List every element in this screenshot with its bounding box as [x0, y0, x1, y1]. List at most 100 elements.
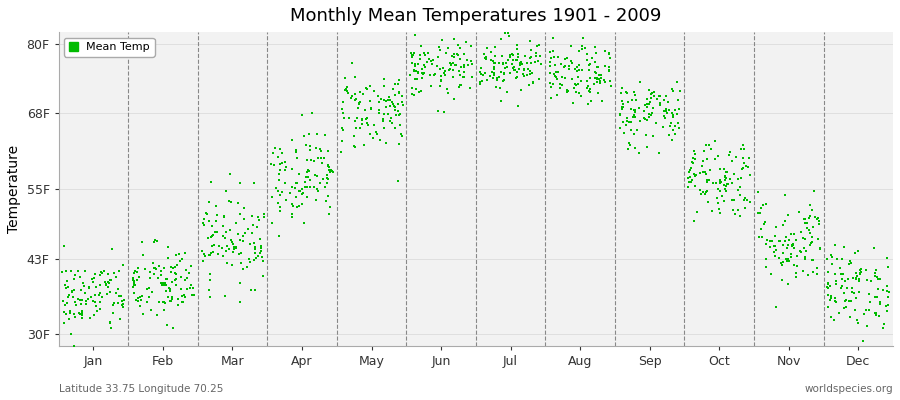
Point: [322, 169, 337, 175]
Point: [176, 293, 190, 300]
Point: [298, 178, 312, 185]
Point: [392, 89, 407, 96]
Point: [231, 230, 246, 237]
Point: [86, 279, 100, 286]
Point: [252, 250, 266, 256]
Point: [348, 125, 363, 131]
Point: [618, 89, 633, 95]
Point: [754, 204, 769, 211]
Point: [695, 163, 709, 170]
Point: [562, 63, 576, 69]
Point: [305, 110, 320, 116]
Point: [408, 32, 422, 38]
Point: [454, 82, 468, 88]
Point: [384, 120, 399, 126]
Point: [307, 184, 321, 190]
Point: [405, 54, 419, 60]
Point: [224, 198, 238, 205]
Point: [780, 245, 795, 251]
Point: [254, 248, 268, 254]
Point: [630, 127, 644, 134]
Point: [156, 299, 170, 305]
Point: [313, 180, 328, 186]
Point: [413, 56, 428, 62]
Point: [68, 271, 82, 278]
Point: [437, 72, 452, 78]
Point: [355, 116, 369, 122]
Point: [205, 223, 220, 229]
Point: [171, 302, 185, 309]
Point: [285, 184, 300, 190]
Point: [627, 92, 642, 98]
Point: [383, 103, 398, 110]
Point: [802, 214, 816, 221]
Point: [549, 74, 563, 81]
Point: [547, 54, 562, 60]
Point: [273, 208, 287, 214]
Point: [769, 304, 783, 310]
Point: [780, 281, 795, 287]
Point: [491, 60, 506, 66]
Point: [804, 202, 818, 208]
Point: [433, 66, 447, 72]
Point: [624, 127, 638, 134]
Point: [503, 70, 517, 76]
Point: [464, 84, 478, 91]
Point: [623, 142, 637, 149]
Point: [694, 191, 708, 197]
Point: [484, 69, 499, 75]
Point: [242, 256, 256, 262]
Point: [347, 74, 362, 80]
Point: [237, 216, 251, 222]
Point: [716, 182, 731, 188]
Point: [149, 238, 164, 244]
Point: [267, 162, 282, 168]
Point: [425, 60, 439, 67]
Point: [769, 247, 783, 253]
Point: [780, 258, 795, 264]
Point: [310, 188, 325, 194]
Point: [727, 197, 742, 203]
Point: [713, 176, 727, 183]
Point: [497, 69, 511, 76]
Point: [759, 256, 773, 262]
Point: [182, 270, 196, 276]
Point: [627, 114, 642, 120]
Point: [113, 293, 128, 300]
Point: [868, 294, 882, 300]
Point: [303, 157, 318, 164]
Point: [668, 131, 682, 138]
Point: [450, 51, 464, 57]
Point: [203, 179, 218, 185]
Point: [376, 118, 391, 124]
Point: [841, 276, 855, 282]
Point: [738, 205, 752, 212]
Point: [734, 175, 749, 181]
Point: [789, 263, 804, 269]
Point: [642, 101, 656, 108]
Point: [847, 290, 861, 296]
Point: [626, 130, 641, 137]
Point: [640, 101, 654, 107]
Point: [621, 146, 635, 152]
Point: [616, 101, 631, 107]
Point: [642, 86, 656, 93]
Point: [418, 64, 433, 70]
Point: [295, 112, 310, 118]
Point: [376, 76, 391, 82]
Point: [506, 56, 520, 63]
Point: [528, 50, 543, 56]
Point: [670, 110, 685, 117]
Point: [424, 83, 438, 90]
Point: [315, 160, 329, 166]
Point: [322, 166, 337, 173]
Point: [217, 213, 231, 220]
Point: [395, 132, 410, 139]
Point: [479, 56, 493, 62]
Point: [731, 187, 745, 193]
Point: [57, 320, 71, 326]
Point: [447, 62, 462, 68]
Point: [443, 60, 457, 66]
Point: [518, 65, 532, 72]
Point: [713, 179, 727, 185]
